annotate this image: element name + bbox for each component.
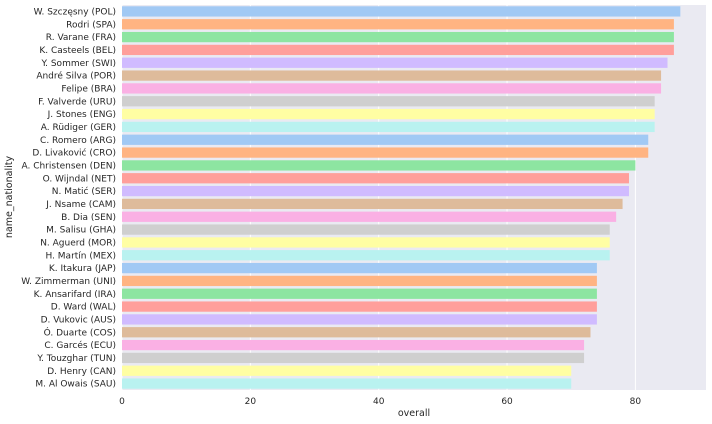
bar [122, 211, 617, 222]
y-tick-label: A. Christensen (DEN) [21, 161, 116, 171]
y-tick-labels: W. Szczęsny (POL) Rodri (SPA) R. Varane (F… [21, 7, 116, 389]
y-tick-label: R. Varane (FRA) [46, 33, 116, 43]
y-tick-label: M. Salisu (GHA) [46, 226, 116, 236]
y-tick-label: F. Valverde (URU) [38, 97, 116, 107]
bar [122, 262, 597, 274]
bar [122, 19, 674, 30]
bar [122, 147, 649, 158]
bar [122, 314, 597, 325]
bar [122, 96, 655, 107]
y-tick-label: Y. Touzghar (TUN) [36, 354, 116, 364]
y-tick-label: Rodri (SPA) [66, 20, 116, 30]
bar [122, 365, 572, 376]
bar [122, 108, 655, 120]
bar [122, 160, 636, 171]
y-tick-label: D. Vukovic (AUS) [41, 315, 116, 325]
bar [122, 57, 668, 68]
grid-lines [121, 5, 636, 390]
y-tick-label: B. Dia (SEN) [61, 213, 116, 223]
y-tick-label: W. Szczęsny (POL) [34, 7, 116, 17]
y-tick-label: Y. Sommer (SWI) [40, 59, 116, 69]
bar [122, 83, 662, 94]
bar [122, 237, 610, 248]
y-tick-label: K. Itakura (JAP) [49, 264, 116, 274]
bar [122, 44, 674, 56]
bar [122, 275, 597, 287]
y-tick-label: K. Casteels (BEL) [39, 46, 116, 56]
bar [122, 173, 629, 184]
y-tick-label: C. Garcés (ECU) [44, 340, 116, 351]
bar [122, 70, 662, 81]
x-tick-labels: 0 20 40 60 80 [119, 397, 641, 407]
bar [122, 301, 597, 312]
y-tick-label: K. Ansarifard (IRA) [34, 290, 116, 300]
y-tick-label: D. Ward (WAL) [51, 303, 116, 313]
y-axis-title: name_nationality [4, 156, 15, 239]
y-tick-label: H. Martín (MEX) [45, 251, 116, 261]
bar [122, 31, 674, 43]
bars [122, 6, 681, 389]
y-tick-label: J. Stones (ENG) [47, 110, 116, 120]
y-tick-label: C. Romero (ARG) [40, 136, 116, 146]
y-tick-label: O. Wijndal (NET) [43, 174, 116, 184]
bar [122, 352, 585, 364]
x-tick-label: 60 [501, 397, 513, 407]
y-tick-label: J. Nsame (CAM) [45, 200, 116, 210]
y-tick-label: A. Rüdiger (GER) [41, 123, 116, 133]
bar [122, 134, 649, 145]
bar [122, 339, 585, 351]
y-tick-label: D. Livaković (CRO) [32, 148, 116, 159]
bar [122, 288, 597, 299]
x-tick-label: 80 [630, 397, 642, 407]
y-tick-label: D. Henry (CAN) [47, 367, 116, 377]
bar [122, 6, 681, 17]
bar [122, 185, 629, 197]
x-tick-label: 40 [373, 397, 385, 407]
bar [122, 224, 610, 235]
y-tick-label: N. Aguerd (MOR) [40, 238, 116, 248]
bar [122, 378, 572, 389]
bar [122, 121, 655, 133]
bar [122, 327, 591, 338]
x-tick-label: 0 [119, 397, 125, 407]
bar [122, 198, 623, 210]
y-tick-label: André Silva (POR) [36, 71, 116, 82]
plot-background [122, 5, 706, 390]
x-tick-label: 20 [245, 397, 257, 407]
y-tick-label: Felipe (BRA) [61, 84, 116, 94]
x-axis-title: overall [398, 408, 430, 419]
y-tick-label: N. Matić (SER) [52, 186, 116, 197]
y-tick-label: M. Al Owais (SAU) [35, 380, 116, 390]
y-tick-label: Ó. Duarte (COS) [44, 326, 116, 338]
bar [122, 250, 610, 261]
y-tick-label: W. Zimmerman (UNI) [21, 277, 116, 287]
